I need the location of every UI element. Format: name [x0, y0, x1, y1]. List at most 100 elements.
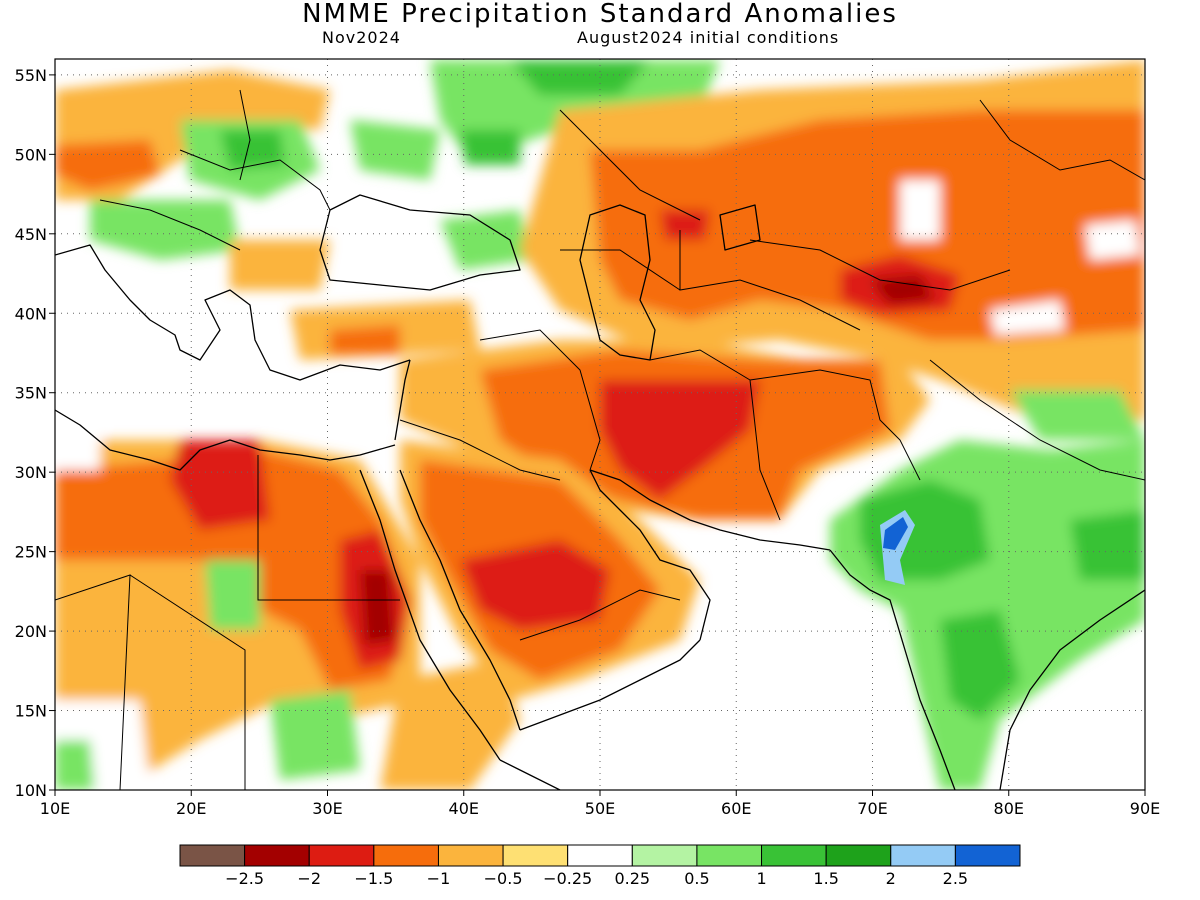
legend-swatch	[761, 844, 827, 867]
legend-label: −1	[427, 869, 451, 888]
anomaly-region	[380, 660, 520, 790]
anomaly-region	[330, 325, 400, 355]
lon-tick-label: 70E	[857, 799, 887, 818]
lon-tick-label: 30E	[312, 799, 342, 818]
red-sea-east-coast	[399, 469, 521, 731]
legend-label: −2.5	[225, 869, 264, 888]
mediterranean-north-coast	[55, 244, 411, 381]
lat-tick-label: 20N	[15, 622, 47, 641]
border-line	[399, 419, 561, 481]
anomaly-region	[270, 690, 360, 780]
lon-tick-label: 90E	[1130, 799, 1160, 818]
anomaly-region	[510, 60, 650, 95]
anomaly-region	[660, 210, 710, 240]
gulf-of-aden	[519, 639, 701, 731]
legend-swatch	[502, 844, 569, 867]
anomaly-region	[460, 540, 610, 630]
lat-tick-label: 45N	[15, 225, 47, 244]
border-line	[257, 455, 400, 601]
map-title: NMME Precipitation Standard Anomalies	[302, 0, 898, 29]
persian-gulf-north	[589, 469, 831, 551]
aral-sea	[719, 204, 761, 251]
legend-swatch	[308, 844, 375, 867]
anomaly-region	[55, 140, 160, 190]
anomaly-region	[170, 440, 270, 530]
legend-swatch	[437, 844, 504, 867]
lat-tick-label: 30N	[15, 463, 47, 482]
anomaly-region	[1010, 390, 1145, 440]
anomaly-region	[1085, 220, 1140, 260]
initial-conditions: August2024 initial conditions	[577, 28, 840, 47]
arabia-east-coast	[589, 469, 711, 641]
legend-label: −1.5	[354, 869, 393, 888]
levant-coast	[394, 359, 411, 441]
border-line	[129, 574, 246, 790]
lon-tick-label: 50E	[585, 799, 615, 818]
legend-label: 1.5	[813, 869, 838, 888]
anomaly-region	[460, 130, 520, 165]
legend-label: 0.25	[614, 869, 650, 888]
lat-tick-label: 10N	[15, 781, 47, 800]
border-line	[55, 574, 131, 790]
legend-swatch	[567, 844, 633, 867]
lon-tick-label: 10E	[40, 799, 70, 818]
india-west-coast	[829, 549, 956, 790]
anomaly-region	[360, 570, 395, 645]
lon-tick-label: 80E	[994, 799, 1024, 818]
color-legend: −2.5 −2 −1.5 −1 −0.5 −0.25 0.25 0.5 1 1.5 2 2.5	[179, 844, 1021, 888]
legend-label: 2	[886, 869, 896, 888]
border-line	[679, 230, 861, 331]
red-sea-west-coast	[359, 469, 501, 761]
border-line	[749, 369, 921, 481]
lon-tick-label: 20E	[176, 799, 206, 818]
country-borders	[55, 89, 1145, 790]
anomaly-region	[883, 517, 908, 550]
anomaly-region	[990, 300, 1065, 335]
caspian-coast	[579, 204, 656, 361]
border-line	[479, 329, 601, 471]
legend-swatch	[631, 844, 698, 867]
border-line	[560, 249, 681, 291]
legend-swatch	[179, 844, 246, 867]
lon-tick-label: 60E	[721, 799, 751, 818]
anomaly-region	[940, 610, 1020, 720]
border-line	[239, 89, 251, 181]
legend-label: −0.25	[543, 869, 592, 888]
legend-swatch	[244, 844, 310, 867]
anomaly-region	[600, 380, 760, 500]
anomaly-region	[55, 420, 100, 470]
border-line	[179, 149, 331, 211]
anomaly-region	[230, 240, 330, 290]
legend-swatch	[954, 844, 1021, 867]
border-line	[99, 199, 241, 251]
anomaly-field	[55, 59, 1145, 790]
lat-tick-label: 15N	[15, 702, 47, 721]
anomaly-region	[1070, 510, 1145, 580]
anomaly-region	[55, 740, 95, 790]
legend-swatch	[890, 844, 956, 867]
border-line	[749, 239, 1011, 291]
anomaly-region	[205, 560, 260, 630]
lat-tick-label: 25N	[15, 543, 47, 562]
border-line	[979, 99, 1145, 181]
black-sea-coast	[319, 194, 521, 291]
target-month: Nov2024	[322, 28, 401, 47]
lon-tick-label: 40E	[449, 799, 479, 818]
border-line	[559, 109, 701, 221]
anomaly-region	[220, 130, 285, 170]
lat-tick-label: 50N	[15, 145, 47, 164]
legend-label: 2.5	[943, 869, 968, 888]
east-africa-coast	[499, 759, 561, 790]
legend-swatch	[696, 844, 763, 867]
legend-label: −2	[297, 869, 321, 888]
anomaly-region	[440, 210, 530, 270]
border-line	[519, 589, 681, 641]
border-line	[929, 359, 1145, 481]
anomaly-region	[590, 110, 1145, 340]
north-africa-coast	[55, 409, 396, 471]
legend-swatch	[825, 844, 892, 867]
legend-label: 1	[756, 869, 766, 888]
anomaly-region	[900, 180, 940, 240]
